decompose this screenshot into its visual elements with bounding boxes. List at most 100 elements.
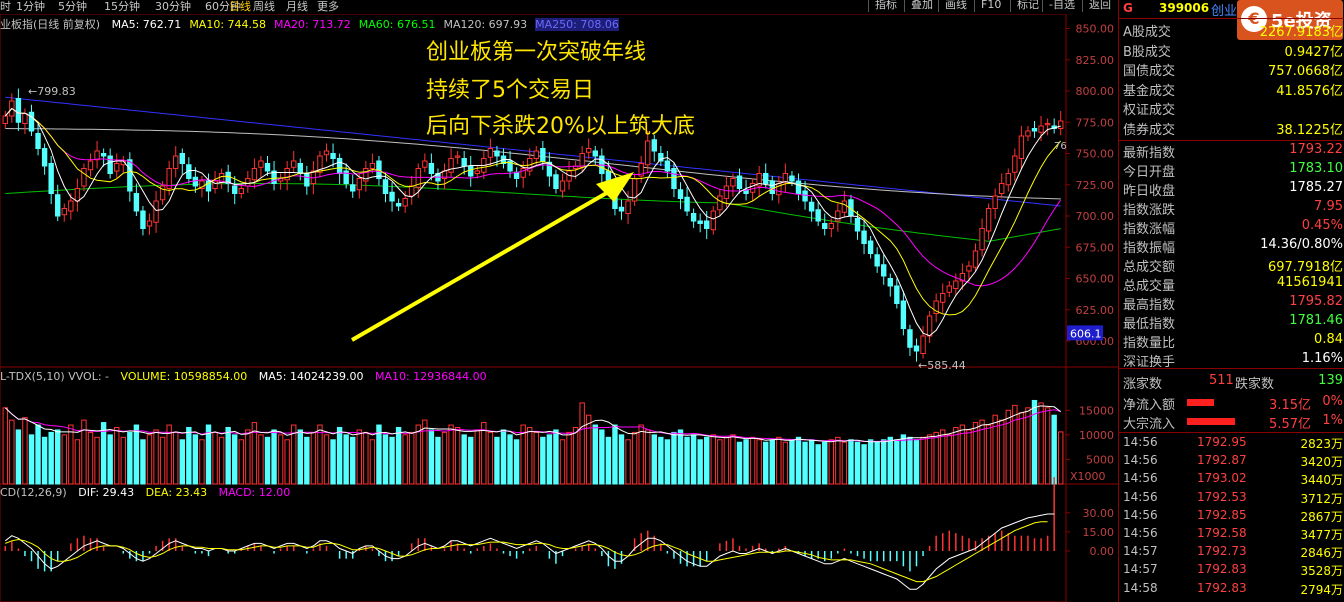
candle-body (920, 335, 926, 354)
volume-bar (376, 424, 382, 485)
flow-pct: 1% (1322, 413, 1343, 428)
candle-body (736, 175, 743, 189)
ma20-line (4, 107, 1062, 287)
candle-body (251, 168, 258, 181)
volume-bar (625, 439, 631, 485)
candle-body (127, 159, 133, 192)
candle-body (297, 163, 303, 174)
ma5-line (4, 107, 1061, 337)
candle-body (828, 223, 834, 229)
candle-body (41, 148, 48, 167)
period-tab-5[interactable]: 60分钟 (205, 0, 241, 13)
tick-price: 1792.95 (1197, 435, 1247, 449)
volume-bar (540, 436, 546, 485)
stat-row-label: 国债成交 (1123, 64, 1176, 79)
kline-chart[interactable]: 850.00 825.00 800.00 775.00 750.00 725.00 700.… (0, 14, 1118, 602)
volume-bar (9, 419, 15, 485)
toolbar-button-3[interactable]: F10 (974, 0, 1007, 12)
period-tab-6[interactable]: 日线 (229, 0, 251, 13)
volume-bar (605, 436, 612, 485)
tick-price: 1792.85 (1197, 507, 1247, 522)
period-tab-2[interactable]: 5分钟 (58, 0, 87, 13)
macd-tick-label: 30.00 (1083, 507, 1115, 520)
ma-legend-item: MA60: 676.51 (358, 18, 436, 31)
toolbar-button-2[interactable]: 画线 (938, 0, 973, 12)
stat-row-label: A股成交 (1123, 25, 1171, 40)
candle-body (1025, 130, 1031, 137)
toolbar-button-0[interactable]: 指标 (868, 0, 903, 12)
quote-row: 指数振幅 14.36/0.80% (1123, 236, 1343, 256)
candle-body (854, 218, 861, 232)
toolbar-button-6[interactable]: 返回 (1082, 0, 1117, 12)
macd-tick-label: 15.00 (1083, 526, 1115, 539)
candle-body (1012, 155, 1018, 173)
volume-unit: X1000 (1070, 470, 1106, 483)
stat-row: B股成交 0.9427亿 (1123, 40, 1343, 60)
candle-body (153, 200, 159, 223)
tick-time: 14:56 (1123, 489, 1158, 504)
quote-row: 指数涨跌 7.95 (1123, 198, 1343, 218)
volume-bar (441, 431, 448, 485)
volume-bar (559, 439, 566, 485)
candle-body (2, 115, 8, 124)
volume-bar (546, 434, 553, 485)
candle-body (402, 198, 408, 207)
volume-bar (887, 436, 893, 485)
volume-bar (1038, 402, 1044, 485)
volume-bar (402, 434, 408, 485)
candle-body (926, 315, 933, 337)
period-tab-9[interactable]: 更多 (317, 0, 339, 13)
volume-bar (822, 441, 828, 485)
quote-row-value: 1783.10 (1289, 161, 1343, 176)
volume-bar (35, 424, 41, 485)
volume-bar (789, 439, 795, 485)
quote-row-label: 最新指数 (1123, 146, 1176, 161)
volume-bar (297, 429, 303, 485)
candle-body (723, 185, 730, 199)
volume-bar (199, 439, 205, 485)
candle-body (704, 220, 710, 229)
current-price-marker-label: 606.1 (1070, 327, 1102, 340)
volume-bar (1025, 407, 1031, 485)
volume-bar (74, 439, 81, 485)
volume-bar (500, 429, 507, 485)
candle-body (815, 209, 821, 222)
candle-body (520, 168, 526, 178)
volume-bar (330, 439, 336, 485)
candle-body (677, 189, 684, 199)
volume-bar (140, 439, 146, 485)
toolbar-button-4[interactable]: 标记 (1010, 0, 1045, 12)
tick-row: 14:56 1792.87 3420万 (1123, 452, 1343, 470)
volume-bar (173, 431, 179, 485)
quote-row: 总成交量 41561941 (1123, 274, 1343, 294)
quote-row-label: 总成交额 (1123, 260, 1176, 275)
volume-bar (481, 422, 487, 485)
volume-bar (87, 431, 94, 485)
volume-bar (2, 407, 8, 485)
quote-row-value: 7.95 (1314, 199, 1343, 214)
candle-body (887, 278, 893, 287)
period-tab-8[interactable]: 月线 (286, 0, 308, 13)
toolbar-button-1[interactable]: 叠加 (904, 0, 939, 12)
volume-bar (717, 439, 723, 485)
volume-bar (795, 436, 802, 485)
period-tab-4[interactable]: 30分钟 (155, 0, 191, 13)
period-tab-0[interactable]: 时 (0, 0, 11, 13)
volume-bar (763, 441, 769, 485)
period-tab-3[interactable]: 15分钟 (104, 0, 140, 13)
volume-bar (1058, 431, 1064, 485)
index-code: 399006 (1159, 1, 1210, 15)
volume-bar (22, 417, 28, 485)
period-tab-1[interactable]: 1分钟 (16, 0, 45, 13)
volume-bar (730, 434, 736, 485)
ma-legend-item: MA5: 762.71 (111, 18, 182, 31)
toolbar-button-5[interactable]: -自选 (1042, 0, 1081, 12)
quote-row-value: 14.36/0.80% (1260, 237, 1343, 252)
down-count-label: 跌家数 (1235, 377, 1275, 392)
macd-indicator-name: CD(12,26,9) (0, 486, 67, 499)
volume-bar (638, 424, 644, 485)
tick-volume: 3440万 (1300, 473, 1343, 488)
volume-bar (100, 422, 107, 485)
period-tab-7[interactable]: 周线 (253, 0, 275, 13)
candle-body (107, 155, 113, 174)
